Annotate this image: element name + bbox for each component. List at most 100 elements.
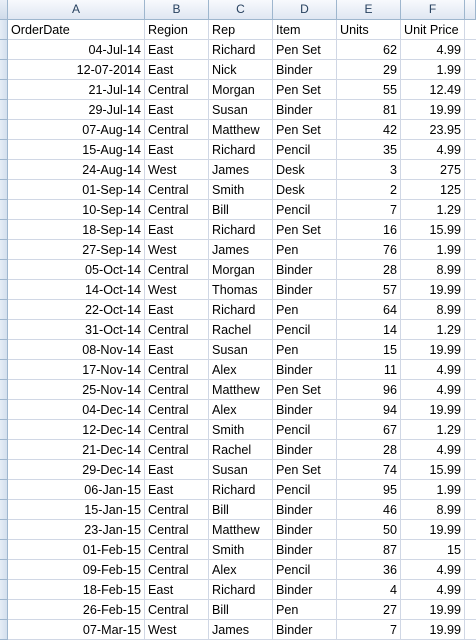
cell-c[interactable]: Bill — [209, 600, 273, 620]
column-header-e[interactable]: E — [337, 0, 401, 20]
row-header[interactable] — [0, 620, 8, 640]
cell-e[interactable]: 76 — [337, 240, 401, 260]
cell-f[interactable]: 1.99 — [401, 60, 465, 80]
cell-c[interactable]: Richard — [209, 220, 273, 240]
cell-a[interactable]: 21-Dec-14 — [8, 440, 145, 460]
cell-f[interactable]: 1.99 — [401, 480, 465, 500]
cell-f[interactable]: 15.99 — [401, 460, 465, 480]
cell-c[interactable]: Matthew — [209, 380, 273, 400]
row-header[interactable] — [0, 520, 8, 540]
cell-g[interactable] — [465, 560, 476, 580]
row-header[interactable] — [0, 340, 8, 360]
cell-f[interactable]: 4.99 — [401, 580, 465, 600]
cell-g[interactable] — [465, 260, 476, 280]
cell-c[interactable]: Rachel — [209, 440, 273, 460]
cell-d[interactable]: Binder — [273, 540, 337, 560]
cell-d[interactable]: Pen Set — [273, 380, 337, 400]
cell-c[interactable]: Alex — [209, 360, 273, 380]
cell-e[interactable]: 50 — [337, 520, 401, 540]
cell-d[interactable]: Binder — [273, 620, 337, 640]
row-header[interactable] — [0, 500, 8, 520]
row-header[interactable] — [0, 60, 8, 80]
cell-b[interactable]: East — [145, 220, 209, 240]
cell-b[interactable]: West — [145, 160, 209, 180]
cell-f[interactable]: 4.99 — [401, 360, 465, 380]
cell-b[interactable]: Central — [145, 120, 209, 140]
cell-c[interactable]: Matthew — [209, 120, 273, 140]
cell-d[interactable]: Pencil — [273, 200, 337, 220]
cell-f[interactable]: 125 — [401, 180, 465, 200]
cell-f[interactable]: 4.99 — [401, 380, 465, 400]
cell-g[interactable] — [465, 100, 476, 120]
cell-f[interactable]: 19.99 — [401, 520, 465, 540]
cell-g[interactable] — [465, 20, 476, 40]
cell-d[interactable]: Binder — [273, 520, 337, 540]
cell-b[interactable]: Central — [145, 500, 209, 520]
cell-b[interactable]: East — [145, 40, 209, 60]
row-header[interactable] — [0, 160, 8, 180]
cell-b[interactable]: Central — [145, 440, 209, 460]
cell-c[interactable]: Alex — [209, 560, 273, 580]
row-header[interactable] — [0, 40, 8, 60]
cell-b[interactable]: Central — [145, 80, 209, 100]
cell-g[interactable] — [465, 180, 476, 200]
header-cell-e[interactable]: Units — [337, 20, 401, 40]
row-header[interactable] — [0, 540, 8, 560]
cell-g[interactable] — [465, 540, 476, 560]
cell-e[interactable]: 11 — [337, 360, 401, 380]
cell-e[interactable]: 74 — [337, 460, 401, 480]
cell-c[interactable]: Morgan — [209, 80, 273, 100]
cell-e[interactable]: 7 — [337, 620, 401, 640]
cell-b[interactable]: East — [145, 100, 209, 120]
cell-a[interactable]: 01-Feb-15 — [8, 540, 145, 560]
cell-a[interactable]: 07-Aug-14 — [8, 120, 145, 140]
cell-g[interactable] — [465, 400, 476, 420]
cell-a[interactable]: 05-Oct-14 — [8, 260, 145, 280]
cell-a[interactable]: 14-Oct-14 — [8, 280, 145, 300]
cell-d[interactable]: Pencil — [273, 480, 337, 500]
row-header[interactable] — [0, 580, 8, 600]
cell-b[interactable]: Central — [145, 560, 209, 580]
cell-d[interactable]: Pen Set — [273, 220, 337, 240]
cell-f[interactable]: 1.29 — [401, 420, 465, 440]
cell-e[interactable]: 87 — [337, 540, 401, 560]
cell-c[interactable]: Richard — [209, 580, 273, 600]
cell-f[interactable]: 4.99 — [401, 440, 465, 460]
cell-g[interactable] — [465, 280, 476, 300]
cell-d[interactable]: Pencil — [273, 320, 337, 340]
cell-e[interactable]: 57 — [337, 280, 401, 300]
cell-c[interactable]: Smith — [209, 420, 273, 440]
cell-a[interactable]: 26-Feb-15 — [8, 600, 145, 620]
cell-e[interactable]: 28 — [337, 260, 401, 280]
row-header[interactable] — [0, 240, 8, 260]
row-header[interactable] — [0, 560, 8, 580]
row-header[interactable] — [0, 80, 8, 100]
cell-c[interactable]: Alex — [209, 400, 273, 420]
cell-g[interactable] — [465, 220, 476, 240]
cell-e[interactable]: 96 — [337, 380, 401, 400]
cell-f[interactable]: 15.99 — [401, 220, 465, 240]
cell-f[interactable]: 19.99 — [401, 400, 465, 420]
row-header[interactable] — [0, 220, 8, 240]
cell-c[interactable]: Thomas — [209, 280, 273, 300]
cell-f[interactable]: 19.99 — [401, 620, 465, 640]
cell-a[interactable]: 27-Sep-14 — [8, 240, 145, 260]
cell-g[interactable] — [465, 600, 476, 620]
cell-e[interactable]: 3 — [337, 160, 401, 180]
cell-e[interactable]: 27 — [337, 600, 401, 620]
cell-a[interactable]: 29-Dec-14 — [8, 460, 145, 480]
cell-e[interactable]: 62 — [337, 40, 401, 60]
cell-c[interactable]: Nick — [209, 60, 273, 80]
cell-d[interactable]: Binder — [273, 580, 337, 600]
cell-b[interactable]: Central — [145, 400, 209, 420]
cell-b[interactable]: West — [145, 240, 209, 260]
row-header[interactable] — [0, 260, 8, 280]
cell-g[interactable] — [465, 580, 476, 600]
cell-b[interactable]: West — [145, 620, 209, 640]
cell-a[interactable]: 21-Jul-14 — [8, 80, 145, 100]
cell-a[interactable]: 12-Dec-14 — [8, 420, 145, 440]
cell-a[interactable]: 22-Oct-14 — [8, 300, 145, 320]
cell-e[interactable]: 64 — [337, 300, 401, 320]
row-header[interactable] — [0, 380, 8, 400]
cell-b[interactable]: East — [145, 340, 209, 360]
